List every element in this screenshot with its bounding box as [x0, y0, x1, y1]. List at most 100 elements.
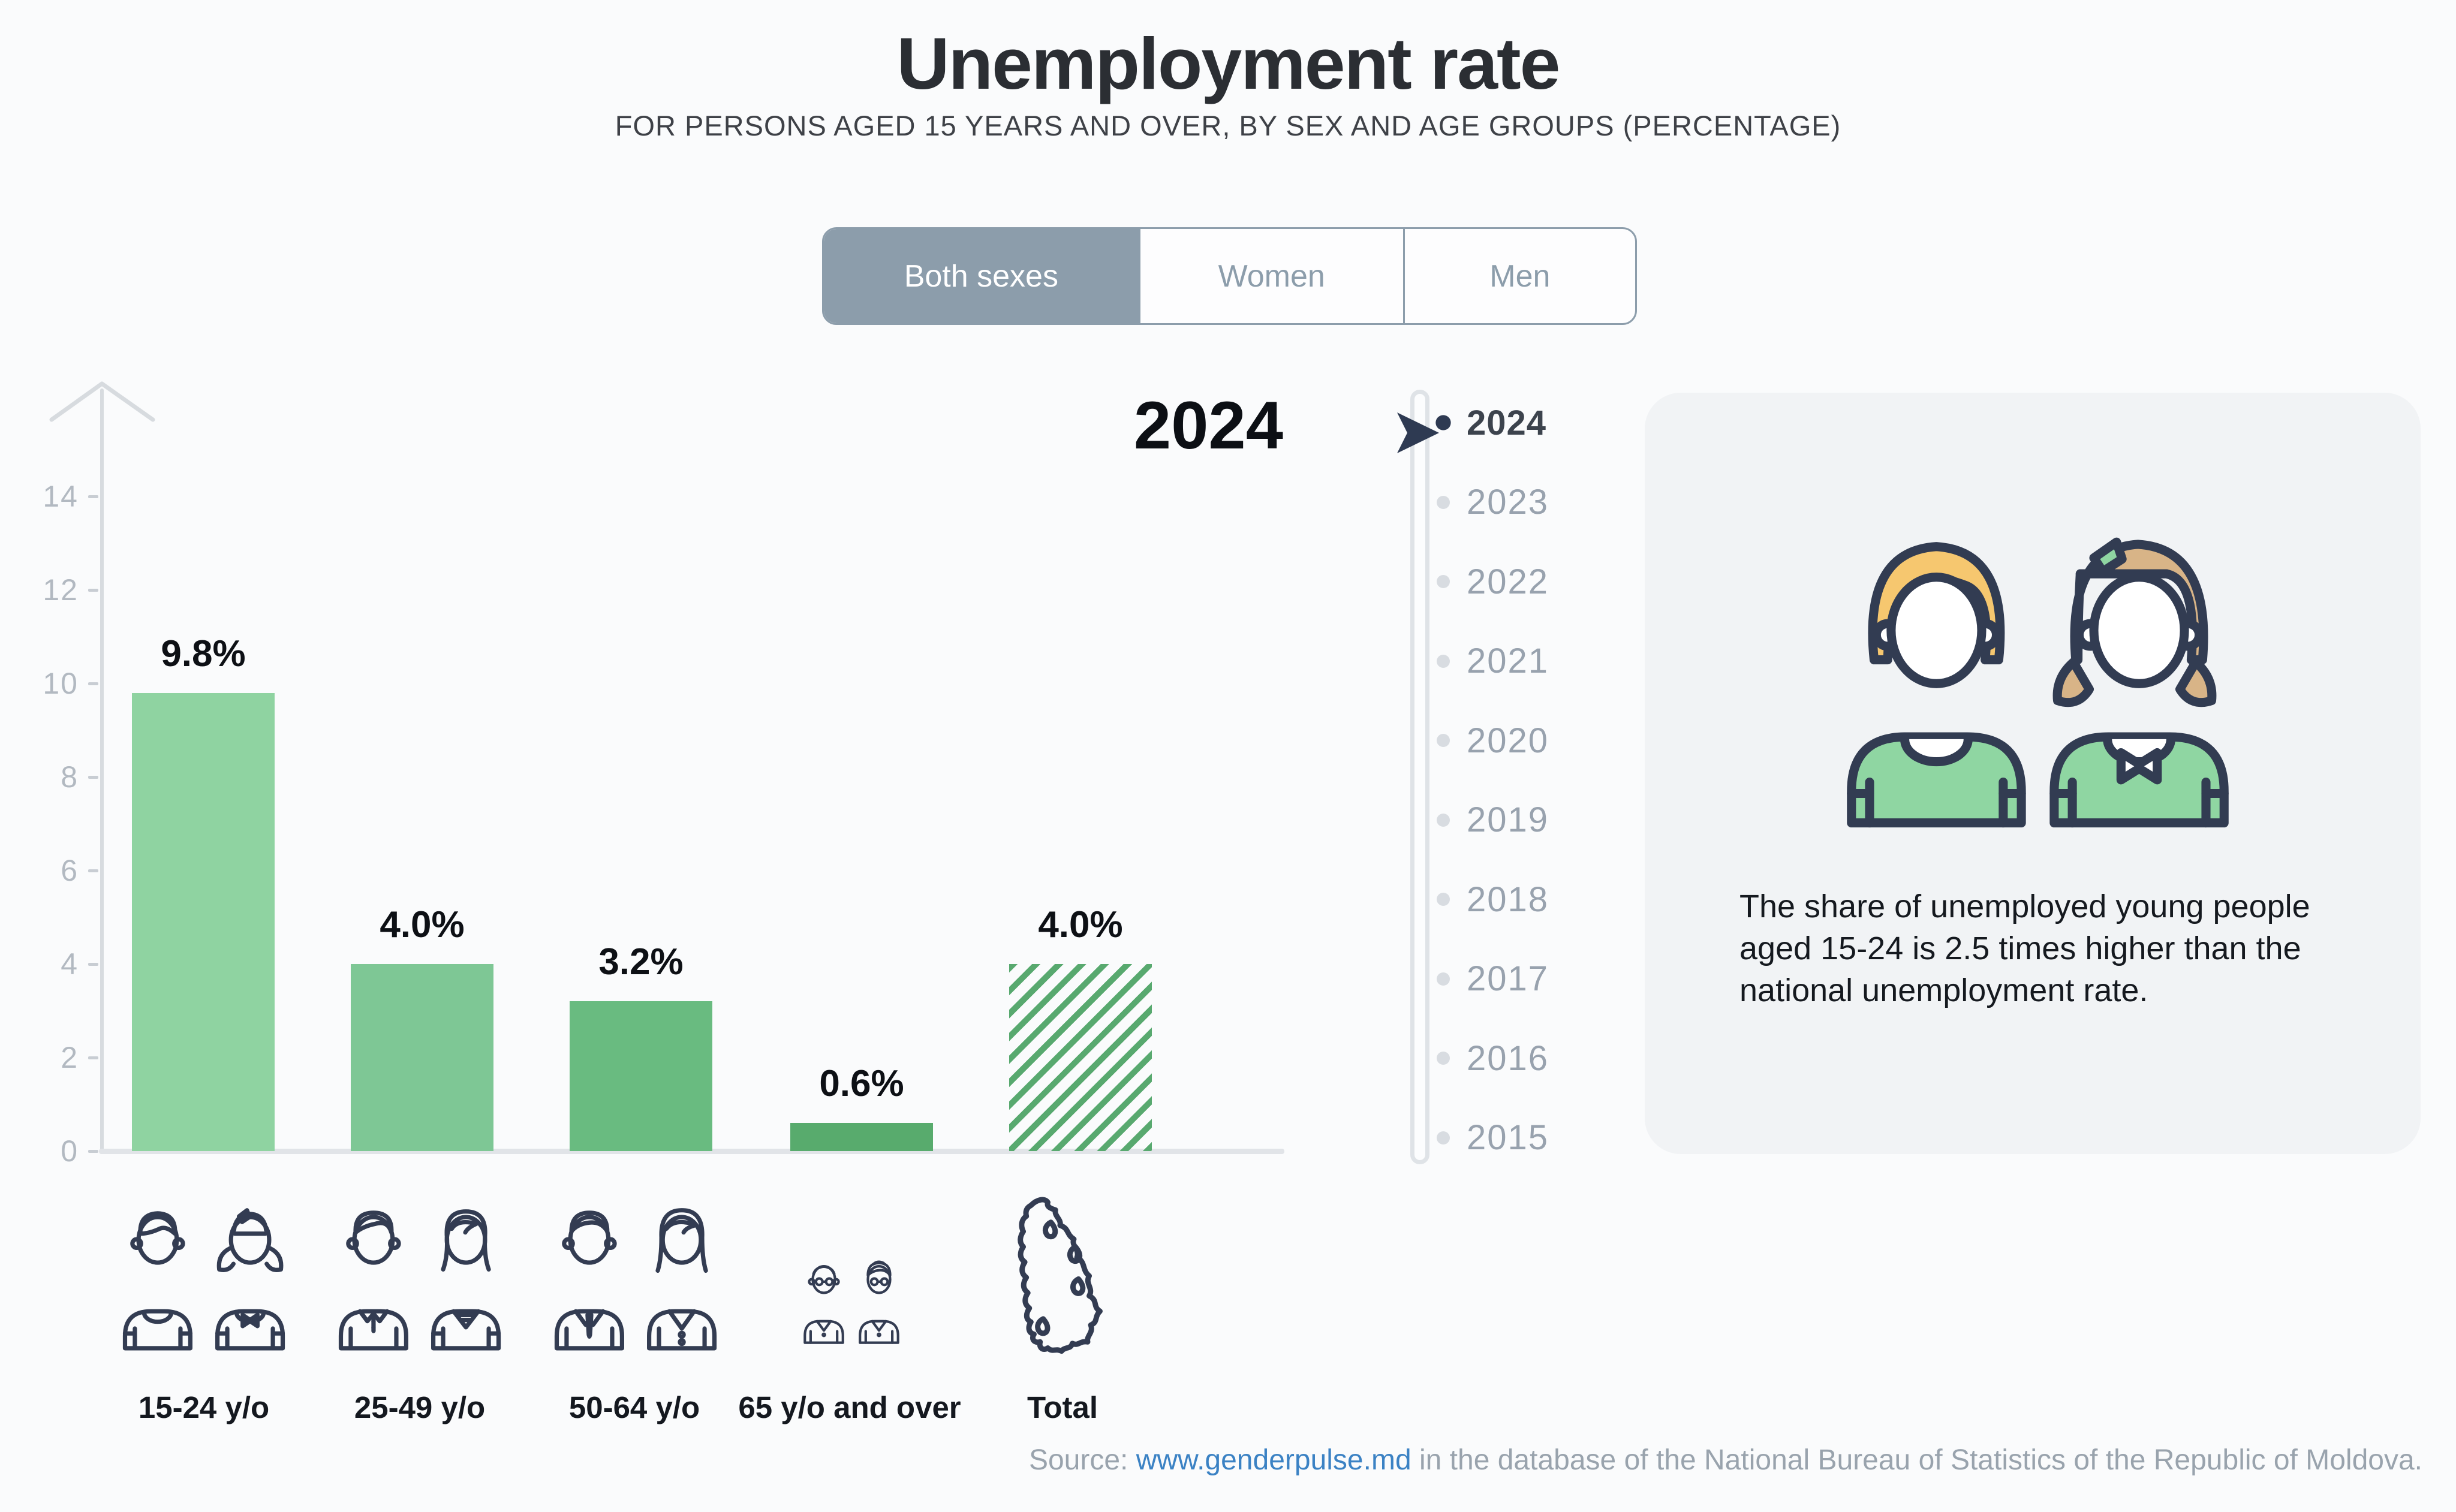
- category-label-50-64: 50-64 y/o: [568, 1390, 700, 1424]
- y-tick-label: 8: [61, 760, 79, 794]
- y-tick-mark: [88, 495, 98, 498]
- year-dot: [1437, 1052, 1450, 1065]
- year-item-2016[interactable]: 2016: [1437, 1038, 1549, 1078]
- year-dot: [1437, 1131, 1450, 1144]
- year-item-2019[interactable]: 2019: [1437, 800, 1549, 840]
- y-tick: 0: [19, 1133, 98, 1169]
- y-tick: 14: [19, 478, 98, 514]
- year-label: 2017: [1467, 959, 1549, 998]
- category-label-15-24: 15-24 y/o: [138, 1390, 270, 1424]
- year-label: 2020: [1467, 721, 1549, 760]
- y-tick-label: 4: [61, 947, 79, 981]
- timeline-track[interactable]: [1410, 390, 1429, 1164]
- bar-value-label: 0.6%: [819, 1063, 904, 1105]
- year-item-2020[interactable]: 2020: [1437, 721, 1549, 760]
- category-label-65-over: 65 y/o and over: [738, 1390, 961, 1424]
- y-tick-mark: [88, 588, 98, 592]
- year-item-2017[interactable]: 2017: [1437, 959, 1549, 999]
- year-label: 2024: [1467, 403, 1547, 442]
- insight-text: The share of unemployed young people age…: [1739, 888, 2310, 1008]
- y-axis-arrow-icon: [49, 381, 155, 422]
- moldova-map-icon: [1018, 1197, 1103, 1354]
- bar-group-total[interactable]: 4.0%: [1009, 403, 1152, 1151]
- bar-group-50-64[interactable]: 3.2%: [570, 403, 712, 1151]
- bar-25-49: [351, 964, 493, 1151]
- chart-year-label: 2024: [1133, 388, 1283, 463]
- y-tick: 10: [19, 665, 98, 701]
- y-tick: 4: [19, 946, 98, 982]
- y-tick-label: 2: [61, 1041, 79, 1074]
- source-line: Source: www.genderpulse.md in the databa…: [1029, 1444, 2422, 1477]
- year-dot: [1437, 654, 1450, 668]
- bar-15-24: [132, 692, 275, 1151]
- bar-65-over: [790, 1123, 933, 1151]
- y-tick-label: 10: [43, 667, 79, 700]
- timeline-cursor-arrow-icon[interactable]: [1397, 412, 1440, 453]
- page-title: Unemployment rate: [896, 23, 1561, 104]
- bar-50-64: [570, 1001, 712, 1151]
- bar-group-65-over[interactable]: 0.6%: [790, 403, 933, 1151]
- year-dot: [1437, 813, 1450, 827]
- bar-value-label: 9.8%: [161, 632, 246, 674]
- year-dot: [1437, 575, 1450, 588]
- year-item-2022[interactable]: 2022: [1437, 562, 1549, 601]
- elderly-couple-icon: [803, 1260, 899, 1344]
- y-tick-label: 14: [43, 480, 79, 513]
- year-item-2018[interactable]: 2018: [1437, 880, 1549, 919]
- year-label: 2015: [1467, 1118, 1549, 1157]
- y-tick-mark: [88, 1056, 98, 1059]
- year-dot: [1435, 415, 1451, 430]
- y-tick-mark: [88, 1149, 98, 1153]
- year-item-2023[interactable]: 2023: [1437, 483, 1549, 522]
- year-dot: [1437, 495, 1450, 509]
- year-label: 2022: [1467, 562, 1549, 601]
- x-axis-baseline: [99, 1149, 1284, 1154]
- year-label: 2019: [1467, 800, 1549, 839]
- insight-card: The share of unemployed young people age…: [1645, 393, 2421, 1154]
- tab-men[interactable]: Men: [1405, 229, 1635, 323]
- y-tick-label: 12: [43, 573, 79, 607]
- bar-group-25-49[interactable]: 4.0%: [351, 403, 493, 1151]
- year-dot: [1437, 893, 1450, 906]
- category-label-total: Total: [1027, 1390, 1098, 1424]
- year-dot: [1437, 972, 1450, 986]
- year-dot: [1437, 734, 1450, 747]
- source-suffix: in the database of the National Bureau o…: [1411, 1444, 2422, 1476]
- year-timeline: 2024 2023 2022 2021 2020 2019 2018 2017 …: [1397, 390, 1650, 1169]
- bar-value-label: 4.0%: [1038, 904, 1123, 945]
- y-tick: 6: [19, 853, 98, 888]
- y-tick-label: 0: [61, 1134, 79, 1168]
- young-couple-icon: [122, 1208, 285, 1351]
- bar-value-label: 4.0%: [380, 904, 465, 945]
- bar-chart: 0 2 4 6 8 10 12 14 9.8% 4.0% 3.2% 0.6% 4…: [43, 403, 1284, 1168]
- tab-women[interactable]: Women: [1140, 229, 1405, 323]
- year-item-2015[interactable]: 2015: [1437, 1118, 1549, 1158]
- source-link[interactable]: www.genderpulse.md: [1136, 1444, 1411, 1476]
- category-label-25-49: 25-49 y/o: [354, 1390, 486, 1424]
- young-couple-illustration: [1847, 537, 2229, 828]
- year-item-2021[interactable]: 2021: [1437, 641, 1549, 681]
- y-tick-mark: [88, 962, 98, 966]
- year-item-2024[interactable]: 2024: [1435, 403, 1547, 442]
- y-tick: 2: [19, 1040, 98, 1076]
- year-label: 2023: [1467, 483, 1549, 522]
- year-label: 2021: [1467, 641, 1549, 680]
- page-subtitle: FOR PERSONS AGED 15 YEARS AND OVER, BY S…: [615, 110, 1841, 141]
- y-tick: 8: [19, 759, 98, 795]
- source-prefix: Source:: [1028, 1444, 1136, 1476]
- y-tick-mark: [88, 682, 98, 685]
- bar-total: [1009, 964, 1152, 1151]
- y-tick: 12: [19, 572, 98, 608]
- y-tick-mark: [88, 869, 98, 872]
- bar-group-15-24[interactable]: 9.8%: [132, 403, 275, 1151]
- tab-both-sexes[interactable]: Both sexes: [824, 229, 1140, 323]
- senior-couple-icon: [554, 1208, 717, 1351]
- y-axis-line: [100, 388, 104, 1151]
- sex-filter-tabs: Both sexes Women Men: [822, 227, 1637, 325]
- y-tick-label: 6: [61, 854, 79, 887]
- year-label: 2018: [1467, 880, 1549, 919]
- adult-couple-icon: [338, 1209, 501, 1351]
- bar-value-label: 3.2%: [598, 941, 684, 983]
- year-label: 2016: [1467, 1038, 1549, 1078]
- y-tick-mark: [88, 775, 98, 779]
